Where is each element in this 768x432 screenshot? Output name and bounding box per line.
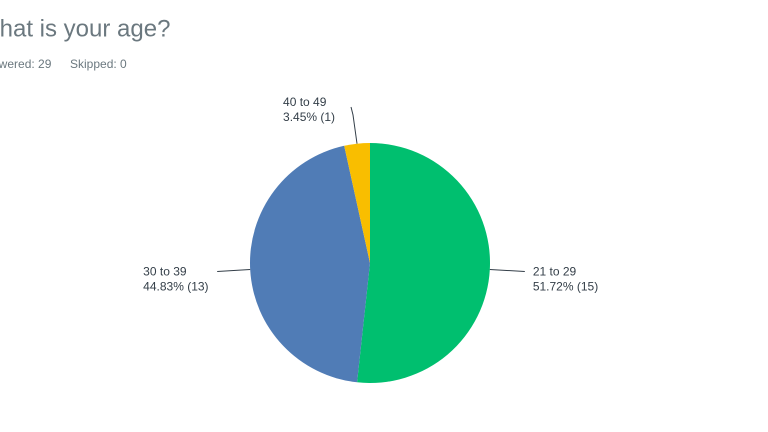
pie-slice: [357, 143, 490, 383]
pie-slice: [344, 143, 370, 263]
pie-slice: [249, 145, 370, 383]
leader-line: [489, 268, 525, 272]
slice-value-label: 51.72% (15): [533, 280, 598, 294]
slice-label: 40 to 49: [283, 95, 327, 109]
slice-label: 30 to 39: [143, 265, 187, 279]
slice-label: 21 to 29: [533, 265, 577, 279]
question-title: What is your age?: [0, 15, 170, 42]
slice-value-label: 3.45% (1): [283, 110, 335, 124]
slice-value-label: 44.83% (13): [143, 280, 208, 294]
leader-line: [217, 269, 251, 273]
answered-count: Answered: 29: [0, 57, 52, 71]
skipped-count: Skipped: 0: [70, 57, 127, 71]
leader-line: [350, 106, 358, 144]
